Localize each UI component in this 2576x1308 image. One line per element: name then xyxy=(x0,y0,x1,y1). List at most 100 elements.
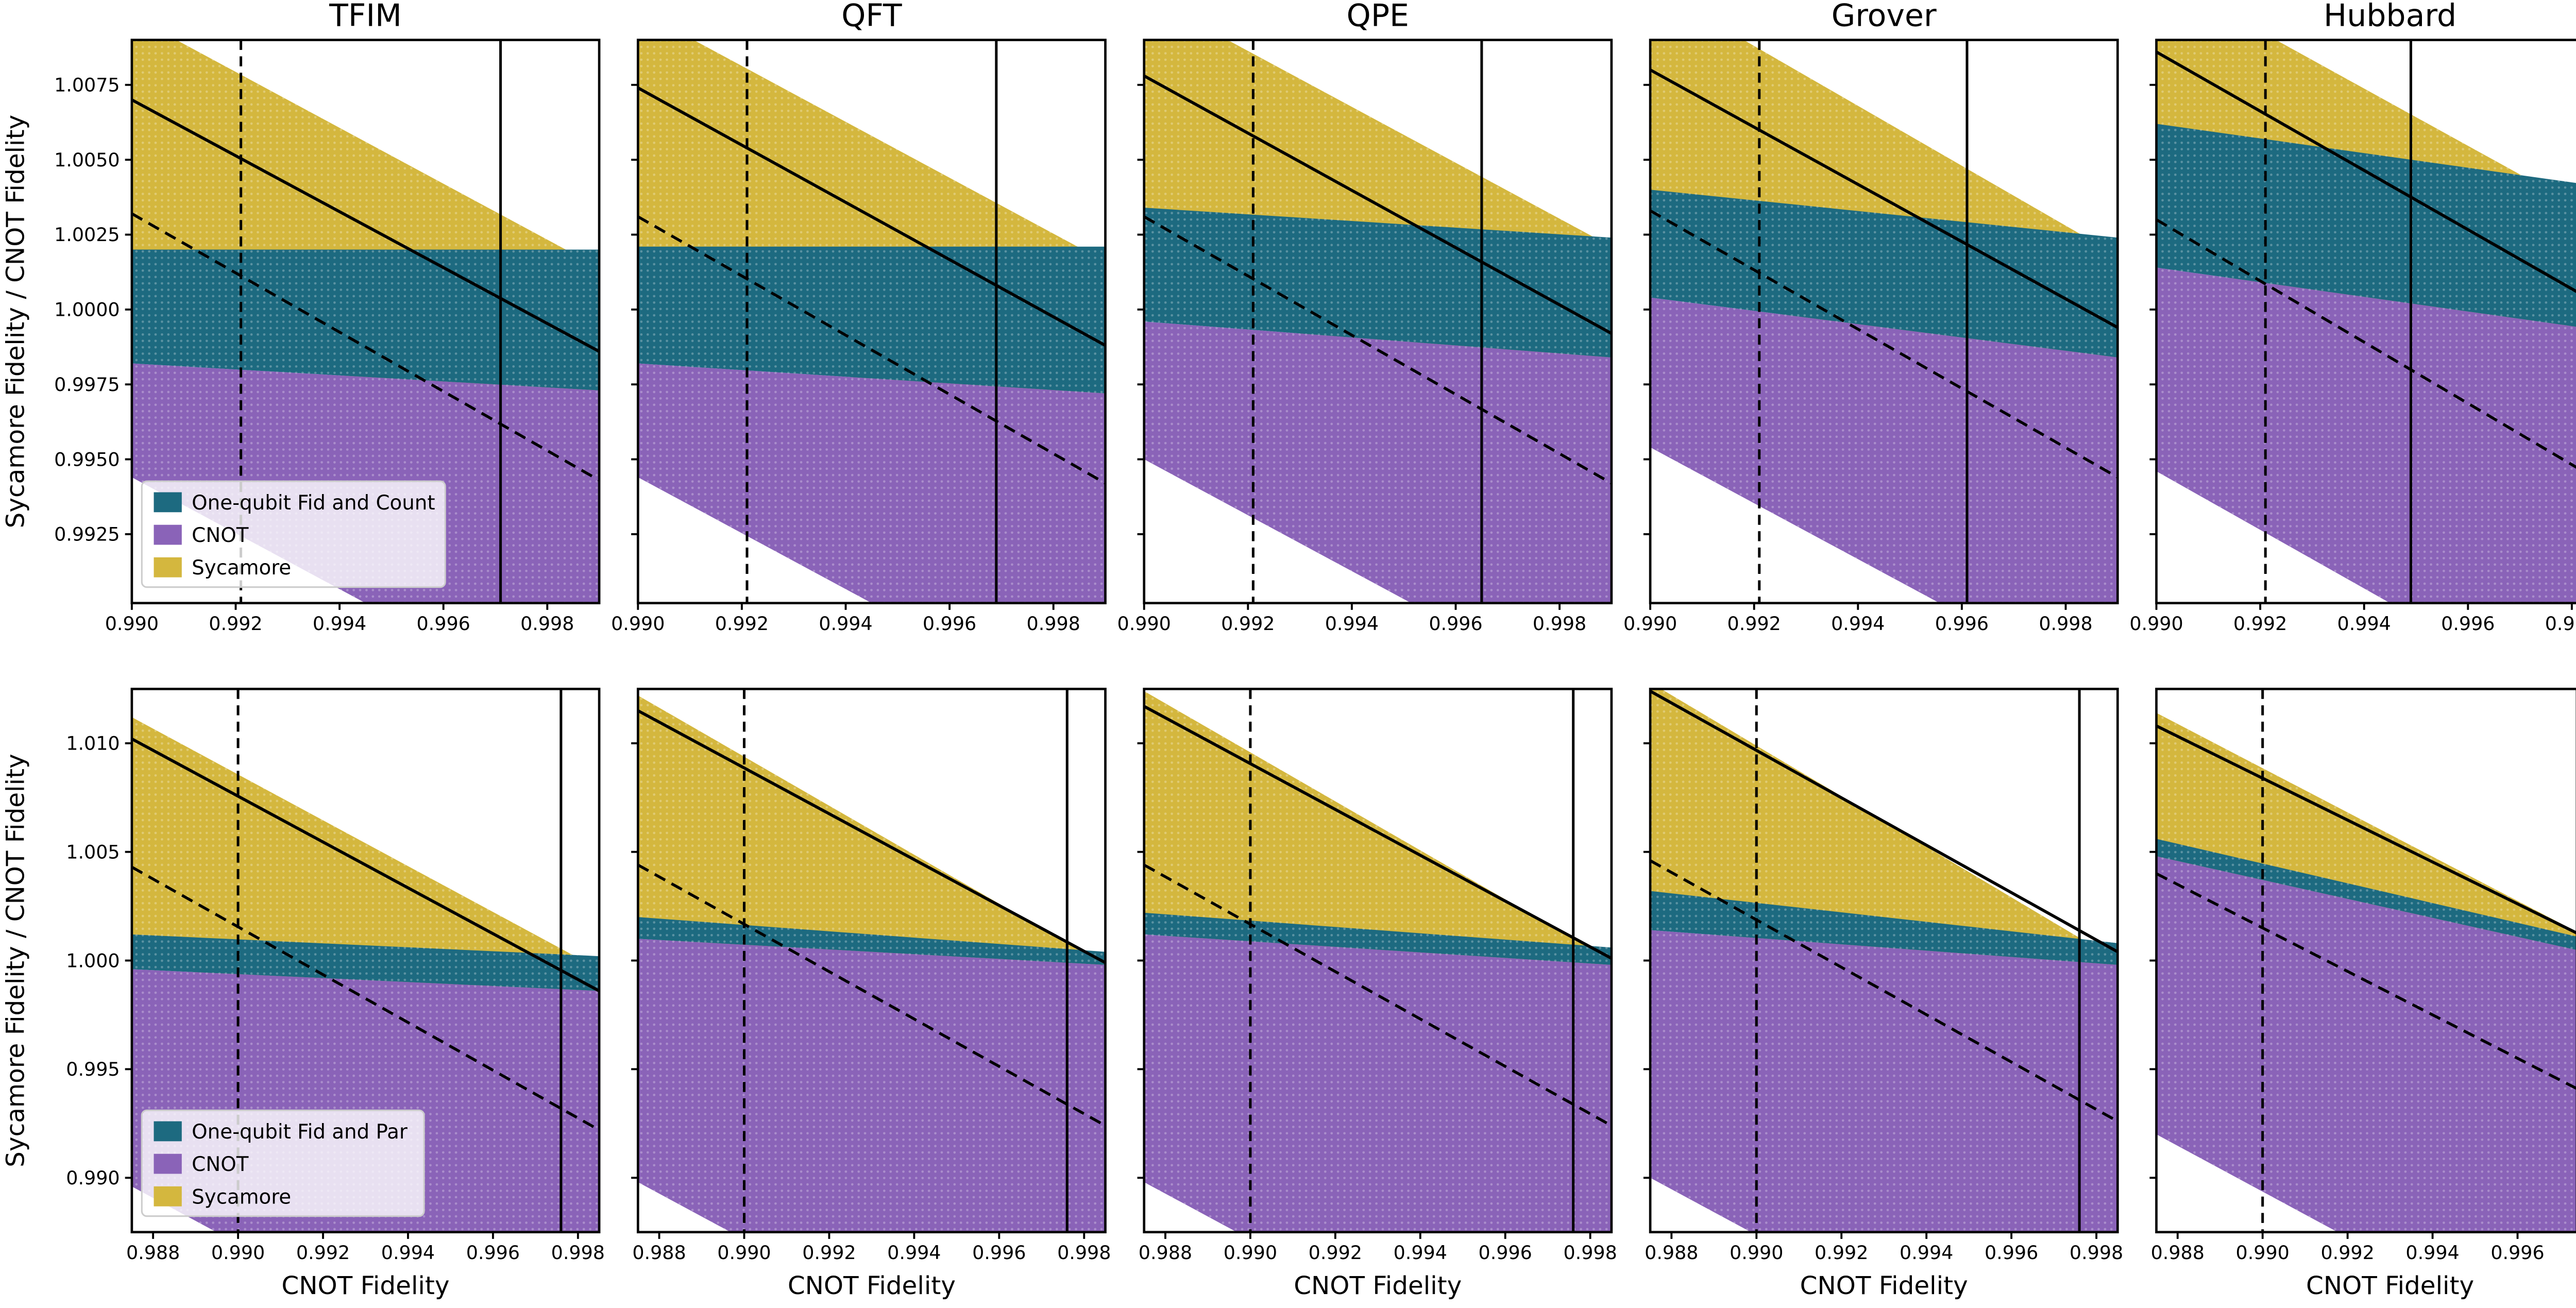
solid-trend-line xyxy=(638,709,1106,964)
x-tick-label: 0.988 xyxy=(632,1242,686,1264)
cnot-band-texture xyxy=(1650,930,2118,1232)
subplot-bottom-Grover xyxy=(1650,689,2118,1232)
x-tick-label: 0.992 xyxy=(1727,613,1781,635)
x-tick-label: 0.996 xyxy=(972,1242,1026,1264)
x-tick-label: 0.998 xyxy=(551,1242,605,1264)
y-tick-label: 0.9925 xyxy=(54,523,120,546)
y-tick-label: 0.9950 xyxy=(54,448,120,470)
legend-label: CNOT xyxy=(192,1153,249,1176)
axes-frame xyxy=(130,39,601,604)
one_qubit-band-texture xyxy=(131,934,600,991)
one_qubit-band-texture xyxy=(2156,839,2576,950)
x-tick-label: 0.988 xyxy=(1139,1242,1192,1264)
solid-trend-line xyxy=(1650,69,2118,329)
legend-swatch-one_qubit xyxy=(154,1121,182,1142)
y-tick-label: 1.0075 xyxy=(54,74,120,96)
x-tick-label: 0.992 xyxy=(2320,1242,2374,1264)
x-axis-label: CNOT Fidelity xyxy=(1800,1271,1968,1300)
x-tick-label: 0.990 xyxy=(1730,1242,1783,1264)
dashed-trend-line xyxy=(1144,863,1612,1127)
dashed-trend-line xyxy=(2156,218,2576,469)
solid-trend-line xyxy=(1144,74,1612,335)
one_qubit-band-texture xyxy=(131,249,600,390)
y-tick-label: 1.0025 xyxy=(54,224,120,246)
one_qubit-band-texture xyxy=(638,917,1106,965)
x-tick-label: 0.992 xyxy=(1815,1242,1868,1264)
x-tick-label: 0.994 xyxy=(1325,613,1379,635)
x-tick-label: 0.994 xyxy=(2405,1242,2459,1264)
x-tick-label: 0.994 xyxy=(2337,613,2391,635)
legend-box xyxy=(141,1109,425,1217)
x-tick-label: 0.996 xyxy=(417,613,470,635)
subplot-top-Grover xyxy=(1650,40,2118,603)
legend-box xyxy=(141,480,446,588)
x-tick-label: 0.996 xyxy=(466,1242,520,1264)
cnot-band-texture xyxy=(1650,297,2118,603)
x-tick-label: 0.998 xyxy=(2070,1242,2123,1264)
x-tick-label: 0.990 xyxy=(1623,613,1677,635)
x-tick-label: 0.990 xyxy=(717,1242,771,1264)
subplot-top-QPE xyxy=(1144,40,1612,603)
dashed-trend-line xyxy=(638,215,1106,485)
subplot-title: Grover xyxy=(1832,0,1937,33)
subplot-title: Hubbard xyxy=(2324,0,2456,33)
legend-label: CNOT xyxy=(192,524,249,547)
solid-trend-line xyxy=(638,87,1106,347)
x-tick-label: 0.994 xyxy=(1900,1242,1953,1264)
solid-trend-line xyxy=(2156,724,2576,935)
x-tick-label: 0.992 xyxy=(715,613,769,635)
x-tick-label: 0.996 xyxy=(2490,1242,2544,1264)
y-tick-label: 1.0000 xyxy=(54,299,120,321)
x-tick-label: 0.994 xyxy=(887,1242,941,1264)
y-tick-label: 0.990 xyxy=(66,1167,120,1189)
legend-label: One-qubit Fid and Par xyxy=(192,1120,408,1144)
one_qubit-band-texture xyxy=(1144,208,1612,358)
dashed-trend-line xyxy=(131,865,600,1131)
x-tick-label: 0.992 xyxy=(802,1242,856,1264)
solid-trend-line xyxy=(2156,50,2576,293)
x-tick-label: 0.996 xyxy=(2441,613,2495,635)
dashed-trend-line xyxy=(131,212,600,482)
x-tick-label: 0.990 xyxy=(2129,613,2183,635)
dashed-trend-line xyxy=(1650,859,2118,1123)
one_qubit-band-texture xyxy=(1650,891,2118,965)
y-tick-label: 1.010 xyxy=(66,733,120,755)
y-tick-label: 1.0050 xyxy=(54,149,120,171)
x-tick-label: 0.996 xyxy=(923,613,976,635)
subplot-title: TFIM xyxy=(329,0,402,33)
cnot-band-texture xyxy=(1144,934,1612,1232)
y-tick-label: 0.9975 xyxy=(54,373,120,396)
subplot-bottom-QPE xyxy=(1144,689,1612,1232)
x-tick-label: 0.994 xyxy=(1831,613,1885,635)
x-tick-label: 0.992 xyxy=(209,613,262,635)
x-tick-label: 0.996 xyxy=(1429,613,1482,635)
x-tick-label: 0.996 xyxy=(1985,1242,2038,1264)
y-tick-label: 1.005 xyxy=(66,841,120,863)
x-tick-label: 0.994 xyxy=(819,613,872,635)
cnot-band-texture xyxy=(2156,856,2576,1232)
x-tick-label: 0.998 xyxy=(2545,613,2576,635)
legend-swatch-sycamore xyxy=(154,1186,182,1207)
x-tick-label: 0.988 xyxy=(1645,1242,1698,1264)
solid-trend-line xyxy=(131,737,600,993)
solid-trend-line xyxy=(131,98,600,353)
x-tick-label: 0.992 xyxy=(1221,613,1275,635)
x-tick-label: 0.990 xyxy=(211,1242,265,1264)
one_qubit-band-texture xyxy=(1650,190,2118,358)
x-tick-label: 0.988 xyxy=(126,1242,180,1264)
subplot-title: QFT xyxy=(841,0,902,33)
x-axis-label: CNOT Fidelity xyxy=(788,1271,956,1300)
dashed-trend-line xyxy=(638,863,1106,1127)
subplot-top-QFT xyxy=(638,40,1106,603)
subplot-bottom-Hubbard xyxy=(2156,689,2576,1232)
legend-swatch-cnot xyxy=(154,1153,182,1174)
dashed-trend-line xyxy=(2156,872,2576,1090)
x-tick-label: 0.994 xyxy=(1394,1242,1447,1264)
x-tick-label: 0.990 xyxy=(1224,1242,1277,1264)
cnot-band-texture xyxy=(638,363,1106,603)
x-tick-label: 0.992 xyxy=(2233,613,2287,635)
subplot-title: QPE xyxy=(1347,0,1409,33)
x-tick-label: 0.998 xyxy=(1027,613,1080,635)
